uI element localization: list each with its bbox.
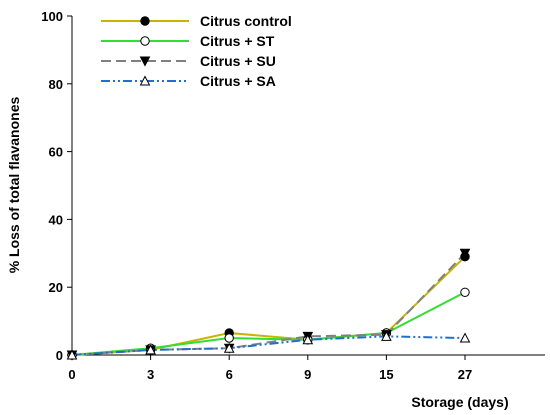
- legend-label-citrus-st: Citrus + ST: [200, 33, 275, 49]
- series-line-citrus-su: [71, 252, 466, 356]
- data-point-citrus-sa: [223, 342, 235, 353]
- x-tick-label: 6: [226, 367, 233, 382]
- legend-marker-citrus-su: [139, 56, 151, 67]
- axes: 0 20 40 60 80 100 0 3 6 9 15 27: [41, 9, 545, 382]
- y-axis-label: % Loss of total flavanones: [6, 96, 22, 273]
- x-tick-label: 9: [304, 367, 311, 382]
- x-tick-label: 15: [379, 367, 393, 382]
- data-point-citrus-sa: [145, 344, 156, 355]
- legend-marker-citrus-sa: [139, 75, 151, 86]
- legend-marker-citrus-st: [140, 36, 150, 46]
- x-tick-label: 27: [458, 367, 472, 382]
- legend: Citrus control Citrus + ST Citrus + SU Citr…: [101, 13, 292, 89]
- data-point-citrus-st: [224, 333, 234, 343]
- legend-label-citrus-control: Citrus control: [200, 13, 292, 29]
- series-markers: [66, 248, 471, 361]
- x-tick-label: 3: [147, 367, 154, 382]
- y-tick-label: 0: [56, 348, 63, 363]
- y-tick-label: 100: [41, 9, 63, 24]
- data-point-citrus-sa: [381, 330, 392, 341]
- series-line-citrus-st: [71, 291, 466, 356]
- y-tick-label: 40: [49, 212, 63, 227]
- data-point-citrus-st: [460, 287, 470, 297]
- legend-label-citrus-sa: Citrus + SA: [200, 73, 276, 89]
- legend-marker-citrus-control: [140, 16, 150, 26]
- x-axis-label: Storage (days): [411, 394, 508, 410]
- legend-label-citrus-su: Citrus + SU: [200, 53, 276, 69]
- data-point-citrus-su: [459, 248, 471, 259]
- x-tick-label: 0: [68, 367, 75, 382]
- y-tick-label: 80: [49, 77, 63, 92]
- data-point-citrus-sa: [459, 332, 471, 343]
- series-lines: [71, 252, 466, 356]
- series-line-citrus-control: [71, 255, 466, 356]
- y-tick-label: 60: [49, 145, 63, 160]
- data-point-citrus-sa: [66, 349, 78, 360]
- y-tick-label: 20: [49, 280, 63, 295]
- data-point-citrus-sa: [302, 334, 314, 345]
